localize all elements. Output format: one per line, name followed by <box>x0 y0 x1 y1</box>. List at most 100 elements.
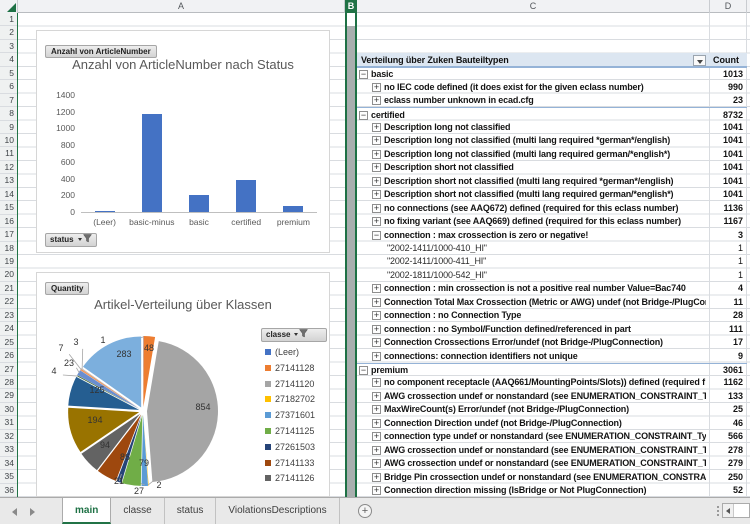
row-header-27[interactable]: 27 <box>0 363 17 376</box>
bar-(Leer)[interactable] <box>94 211 115 212</box>
pie-slice[interactable] <box>76 375 140 410</box>
row-header-18[interactable]: 18 <box>0 242 17 255</box>
expand-icon[interactable]: + <box>372 81 381 92</box>
pie-slice-27141126[interactable] <box>81 413 141 471</box>
row-header-19[interactable]: 19 <box>0 255 17 269</box>
row-header-22[interactable]: 22 <box>0 295 17 309</box>
legend-item-27141133[interactable]: 27141133 <box>265 458 314 468</box>
pivot-row[interactable]: + Description short not classified (multi… <box>357 174 747 187</box>
tab-scroll-left-icon[interactable] <box>12 508 17 516</box>
row-header-26[interactable]: 26 <box>0 349 17 363</box>
expand-icon[interactable]: + <box>372 216 381 227</box>
pivot-row[interactable]: + connection type undef or nonstandard (s… <box>357 430 747 443</box>
collapse-icon[interactable]: − <box>372 229 381 240</box>
pivot-row[interactable]: + Connection Total Max Crossection (Metri… <box>357 295 747 308</box>
pivotchart-field-button[interactable]: Anzahl von ArticleNumber <box>45 45 157 58</box>
pivot-filter-dropdown-button[interactable] <box>693 54 706 66</box>
collapse-icon[interactable]: − <box>359 365 368 376</box>
legend-item-(Leer)[interactable]: (Leer) <box>265 347 299 357</box>
row-header-29[interactable]: 29 <box>0 389 17 403</box>
row-header-9[interactable]: 9 <box>0 121 17 134</box>
bar-premium[interactable] <box>283 206 304 212</box>
pie-slice-27371601[interactable] <box>141 414 149 486</box>
legend-item-27261503[interactable]: 27261503 <box>265 442 315 452</box>
horizontal-scrollbar[interactable] <box>722 503 750 518</box>
column-header-d[interactable]: D <box>710 0 747 13</box>
expand-icon[interactable]: + <box>372 458 381 469</box>
row-header-31[interactable]: 31 <box>0 416 17 430</box>
row-header-33[interactable]: 33 <box>0 443 17 457</box>
row-header-36[interactable]: 36 <box>0 484 17 497</box>
select-all-corner[interactable] <box>0 0 18 13</box>
pivot-row[interactable]: + connection : no Connection Type 28 <box>357 309 747 322</box>
expand-icon[interactable]: + <box>372 404 381 415</box>
pivot-row[interactable]: + MaxWireCount(s) Error/undef (not Bridge… <box>357 403 747 416</box>
expand-icon[interactable]: + <box>372 283 381 294</box>
expand-icon[interactable]: + <box>372 323 381 334</box>
pivot-row[interactable]: + Description short not classified 1041 <box>357 161 747 174</box>
expand-icon[interactable]: + <box>372 310 381 321</box>
expand-icon[interactable]: + <box>372 189 381 200</box>
bar-basic[interactable] <box>189 195 209 212</box>
pie-plot[interactable] <box>37 273 331 498</box>
column-header-b-selected[interactable]: B <box>345 0 357 13</box>
row-header-15[interactable]: 15 <box>0 201 17 215</box>
pivot-group-row[interactable]: − premium 3061 <box>357 362 747 376</box>
expand-icon[interactable]: + <box>372 377 381 388</box>
row-header-12[interactable]: 12 <box>0 161 17 175</box>
collapse-icon[interactable]: − <box>359 109 368 120</box>
pivot-row[interactable]: + Description short not classified (multi… <box>357 188 747 201</box>
scroll-left-button[interactable] <box>723 504 734 517</box>
classe-filter-button[interactable]: classe <box>261 328 327 342</box>
expand-icon[interactable]: + <box>372 444 381 455</box>
row-header-1[interactable]: 1 <box>0 13 17 27</box>
sheet-tab-classe[interactable]: classe <box>111 498 165 524</box>
expand-icon[interactable]: + <box>372 337 381 348</box>
row-header-6[interactable]: 6 <box>0 80 17 94</box>
row-header-5[interactable]: 5 <box>0 67 17 81</box>
row-header-10[interactable]: 10 <box>0 134 17 148</box>
expand-icon[interactable]: + <box>372 162 381 173</box>
status-filter-button[interactable]: status <box>45 233 97 247</box>
row-header-25[interactable]: 25 <box>0 336 17 350</box>
row-header-2[interactable]: 2 <box>0 26 17 40</box>
sheet-tab-status[interactable]: status <box>164 498 217 524</box>
pivot-row[interactable]: "2002-1411/1000-410_HI" 1 <box>357 242 747 255</box>
row-header-24[interactable]: 24 <box>0 322 17 336</box>
row-header-14[interactable]: 14 <box>0 188 17 202</box>
bar-chart-object[interactable]: Anzahl von ArticleNumber Anzahl von Arti… <box>36 30 330 253</box>
pie-slice[interactable] <box>81 368 140 409</box>
row-header-20[interactable]: 20 <box>0 268 17 282</box>
pivot-row[interactable]: + AWG crossection undef or nonstandard (s… <box>357 389 747 402</box>
row-header-7[interactable]: 7 <box>0 94 17 108</box>
legend-item-27141126[interactable]: 27141126 <box>265 473 314 483</box>
pivotchart-field-button[interactable]: Quantity <box>45 282 90 295</box>
expand-icon[interactable]: + <box>372 202 381 213</box>
pivot-row[interactable]: + connection : no Symbol/Function defined… <box>357 322 747 335</box>
legend-item-27141120[interactable]: 27141120 <box>265 379 314 389</box>
pivot-group-row[interactable]: − certified 8732 <box>357 107 747 120</box>
row-header-21[interactable]: 21 <box>0 282 17 296</box>
collapse-icon[interactable]: − <box>359 69 368 80</box>
legend-item-27141128[interactable]: 27141128 <box>265 363 314 373</box>
pivot-row[interactable]: "2002-1411/1000-411_HI" 1 <box>357 255 747 268</box>
pie-slice-27182702[interactable] <box>143 414 149 486</box>
selected-column-b[interactable] <box>345 13 357 497</box>
legend-item-27182702[interactable]: 27182702 <box>265 394 315 404</box>
bar-certified[interactable] <box>236 180 257 212</box>
new-sheet-button[interactable]: + <box>358 504 372 518</box>
sheet-tab-main[interactable]: main <box>62 498 112 524</box>
pivot-row[interactable]: − connection : max crossection is zero or… <box>357 228 747 241</box>
row-header-3[interactable]: 3 <box>0 40 17 54</box>
pie-slice-27141125[interactable] <box>122 414 143 486</box>
pivot-row[interactable]: + eclass number unknown in ecad.cfg 23 <box>357 94 747 107</box>
expand-icon[interactable]: + <box>372 135 381 146</box>
expand-icon[interactable]: + <box>372 417 381 428</box>
pie-slice[interactable] <box>80 368 140 409</box>
row-header-13[interactable]: 13 <box>0 174 17 188</box>
sheet-tab-ViolationsDescriptions[interactable]: ViolationsDescriptions <box>216 498 340 524</box>
pivot-row[interactable]: + connection : min crossection is not a p… <box>357 282 747 295</box>
expand-icon[interactable]: + <box>372 471 381 482</box>
pie-slice[interactable] <box>68 376 140 410</box>
pie-slice-27141128[interactable] <box>143 336 156 408</box>
